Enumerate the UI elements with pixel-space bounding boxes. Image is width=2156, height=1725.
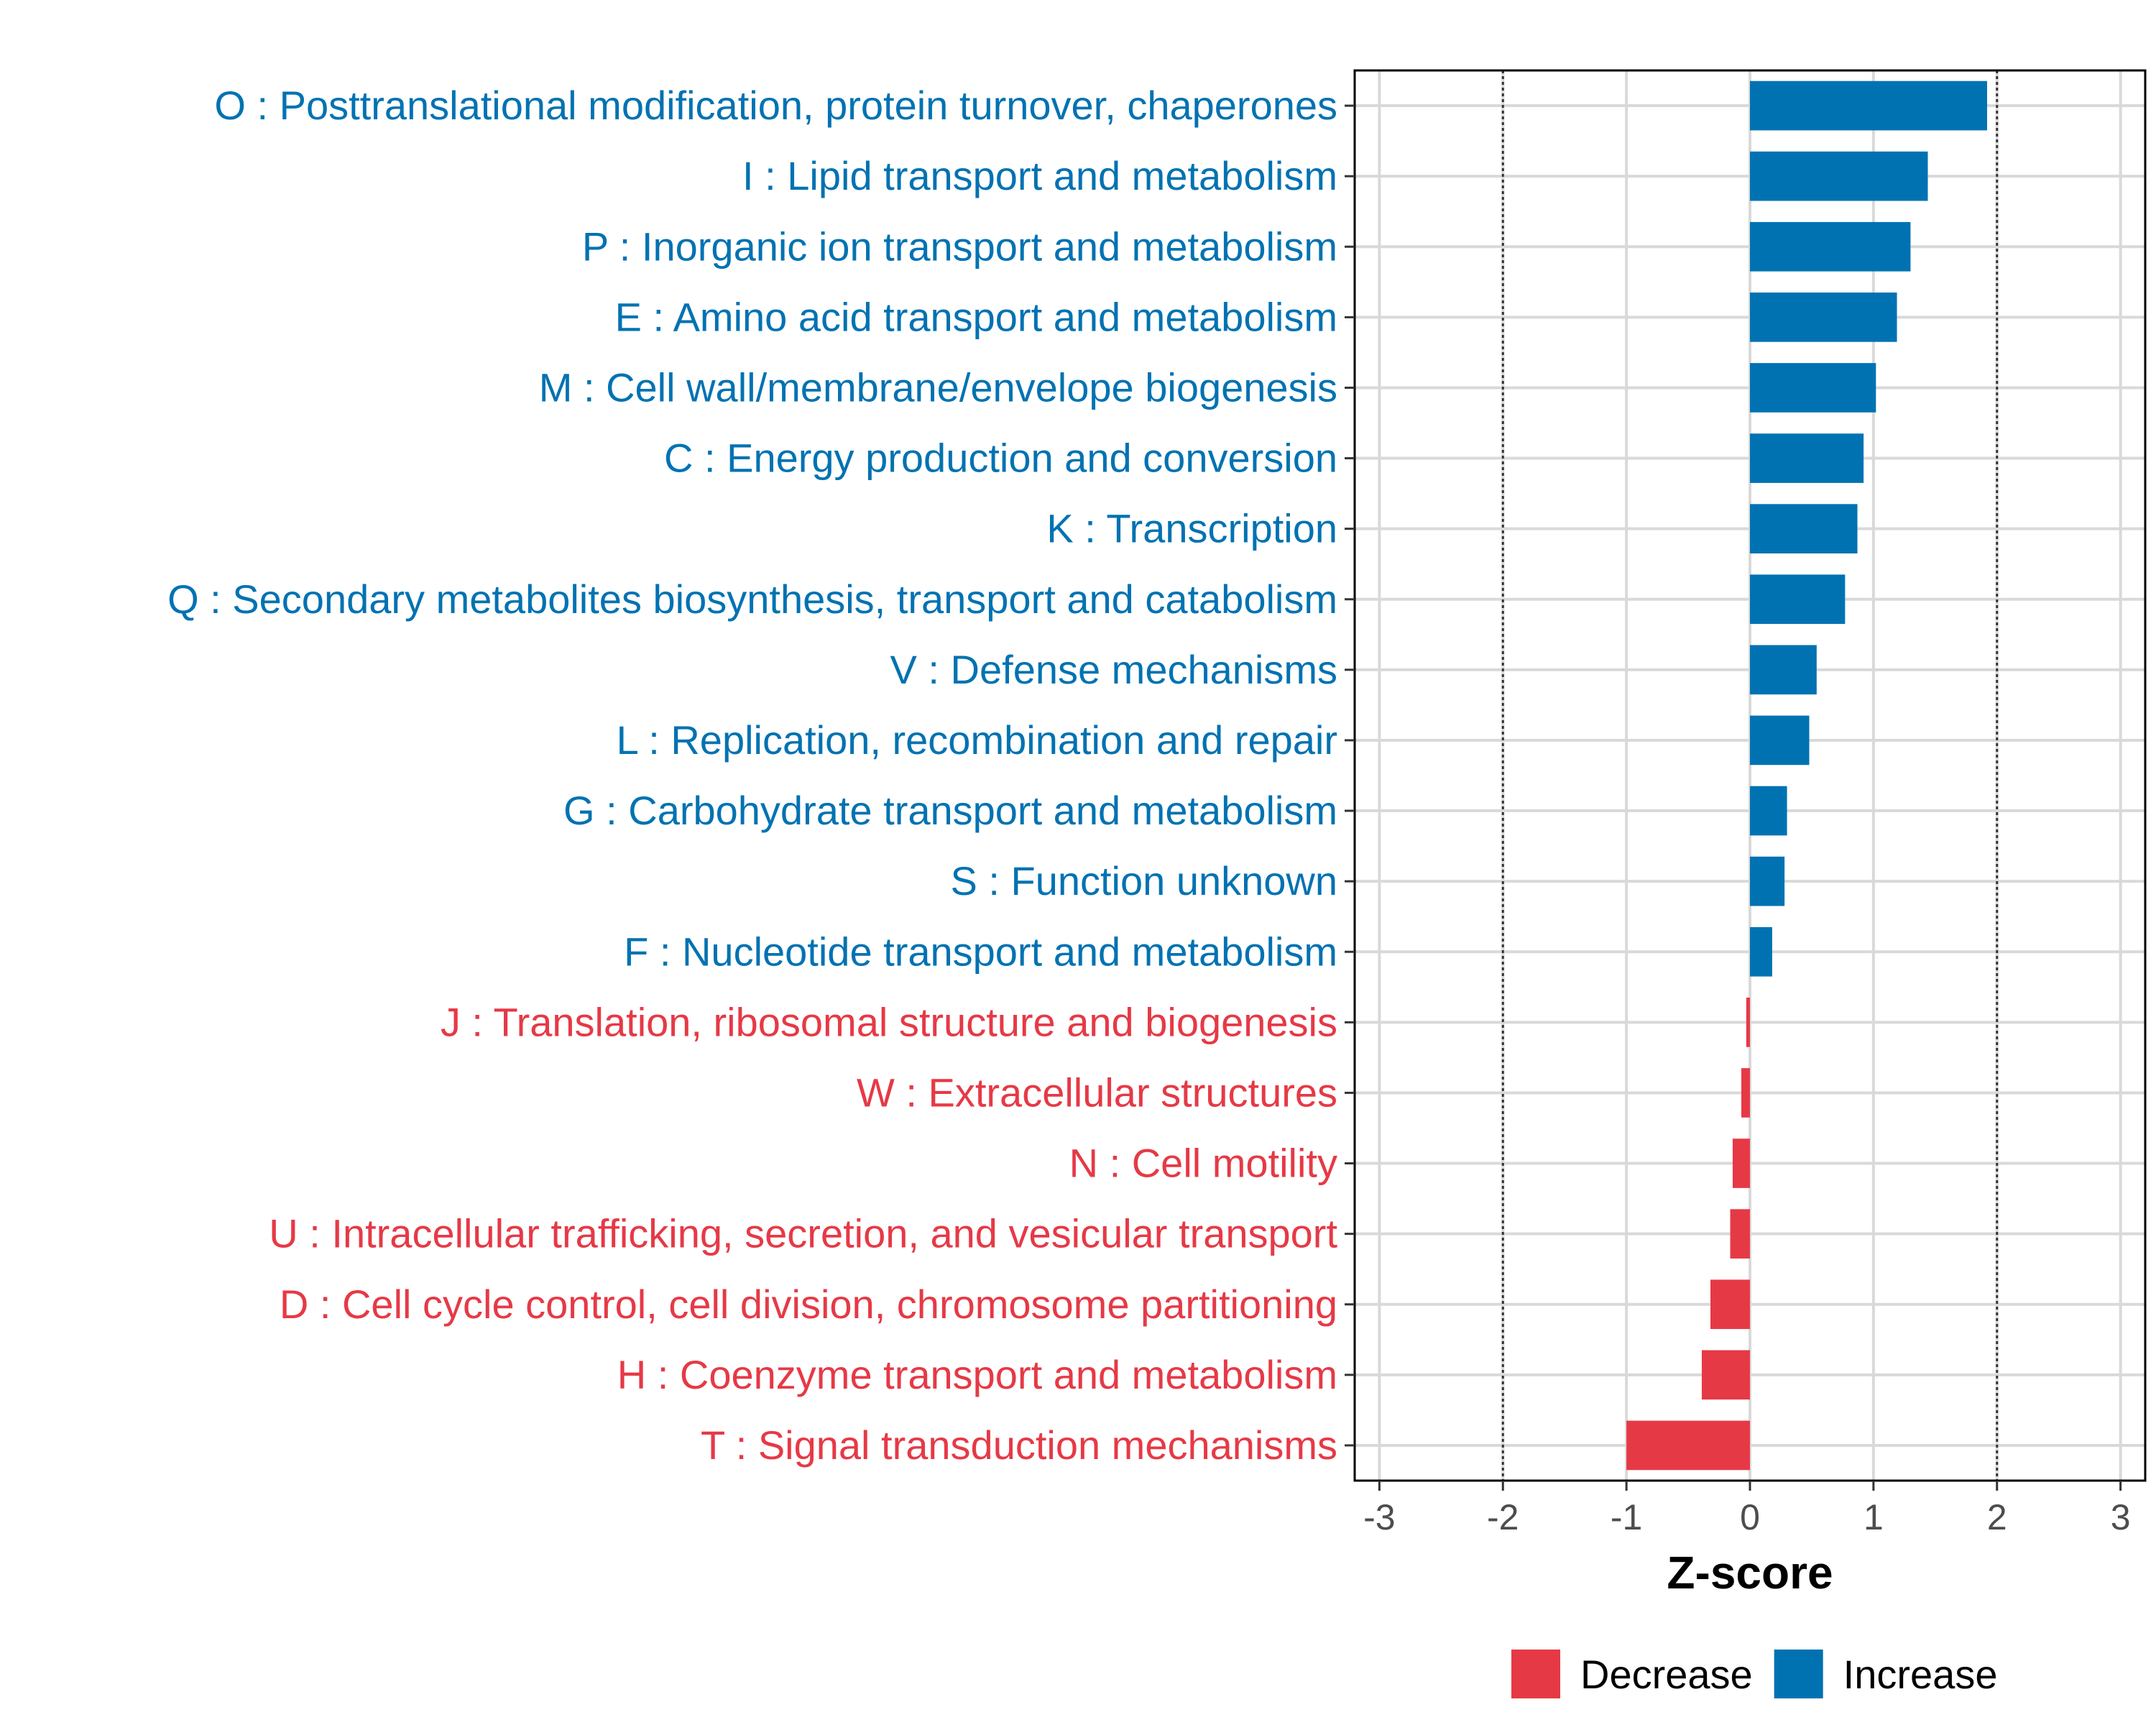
y-tick-label: L : Replication, recombination and repai… <box>617 717 1337 763</box>
x-tick-label: -2 <box>1487 1497 1519 1537</box>
bar <box>1750 80 1987 131</box>
bars <box>1626 80 1987 1471</box>
bar <box>1750 926 1772 977</box>
bar <box>1750 504 1858 553</box>
y-tick-label: E : Amino acid transport and metabolism <box>615 294 1337 339</box>
y-tick-label: H : Coenzyme transport and metabolism <box>617 1352 1337 1397</box>
reference-lines <box>1501 70 1999 1481</box>
bar <box>1750 151 1928 201</box>
x-axis-title: Z-score <box>1667 1547 1833 1598</box>
y-axis-ticks <box>1345 104 1355 1447</box>
bar <box>1732 1138 1750 1188</box>
y-tick-label: V : Defense mechanisms <box>890 647 1337 692</box>
y-tick-label: S : Function unknown <box>950 858 1337 903</box>
bar <box>1746 998 1750 1047</box>
legend-key <box>1774 1650 1823 1698</box>
grid-lines <box>1355 70 2145 1481</box>
x-tick-label: 3 <box>2111 1497 2131 1537</box>
y-tick-label: P : Inorganic ion transport and metaboli… <box>582 224 1337 269</box>
y-tick-label: T : Signal transduction mechanisms <box>701 1422 1337 1468</box>
y-axis-labels: O : Posttranslational modification, prot… <box>167 83 1337 1468</box>
bar <box>1750 221 1911 272</box>
y-tick-label: N : Cell motility <box>1069 1141 1337 1186</box>
y-tick-label: M : Cell wall/membrane/envelope biogenes… <box>539 364 1337 410</box>
x-tick-label: -3 <box>1363 1497 1395 1537</box>
legend-label: Increase <box>1843 1652 1998 1697</box>
legend-key <box>1511 1650 1560 1698</box>
y-tick-label: O : Posttranslational modification, prot… <box>214 83 1337 128</box>
x-tick-label: -1 <box>1611 1497 1642 1537</box>
bar <box>1750 433 1864 483</box>
bar <box>1750 293 1897 342</box>
y-tick-label: G : Carbohydrate transport and metabolis… <box>563 788 1337 833</box>
y-tick-label: U : Intracellular trafficking, secretion… <box>269 1211 1337 1256</box>
y-tick-label: W : Extracellular structures <box>857 1070 1337 1115</box>
bar <box>1710 1279 1750 1330</box>
bar <box>1750 363 1876 413</box>
y-tick-label: I : Lipid transport and metabolism <box>742 153 1337 198</box>
bar <box>1750 574 1846 625</box>
bar <box>1750 786 1787 836</box>
y-tick-label: K : Transcription <box>1046 506 1337 551</box>
y-tick-label: D : Cell cycle control, cell division, c… <box>280 1282 1337 1327</box>
bar <box>1741 1068 1750 1118</box>
bar <box>1701 1350 1750 1400</box>
y-tick-label: F : Nucleotide transport and metabolism <box>624 929 1337 974</box>
bar <box>1750 645 1817 695</box>
x-axis-labels: -3 -2 -1 0 1 2 3 <box>1363 1497 2130 1537</box>
x-axis-ticks <box>1378 1481 2122 1491</box>
legend-label: Decrease <box>1580 1652 1753 1697</box>
bar <box>1750 856 1785 906</box>
x-tick-label: 1 <box>1864 1497 1884 1537</box>
x-tick-label: 2 <box>1987 1497 2007 1537</box>
x-tick-label: 0 <box>1740 1497 1760 1537</box>
y-tick-label: J : Translation, ribosomal structure and… <box>441 999 1337 1044</box>
y-tick-label: Q : Secondary metabolites biosynthesis, … <box>167 576 1337 622</box>
legend: Decrease Increase <box>1511 1650 1997 1698</box>
bar <box>1730 1209 1750 1259</box>
bar <box>1626 1420 1750 1471</box>
y-tick-label: C : Energy production and conversion <box>664 436 1337 481</box>
bar <box>1750 715 1810 765</box>
